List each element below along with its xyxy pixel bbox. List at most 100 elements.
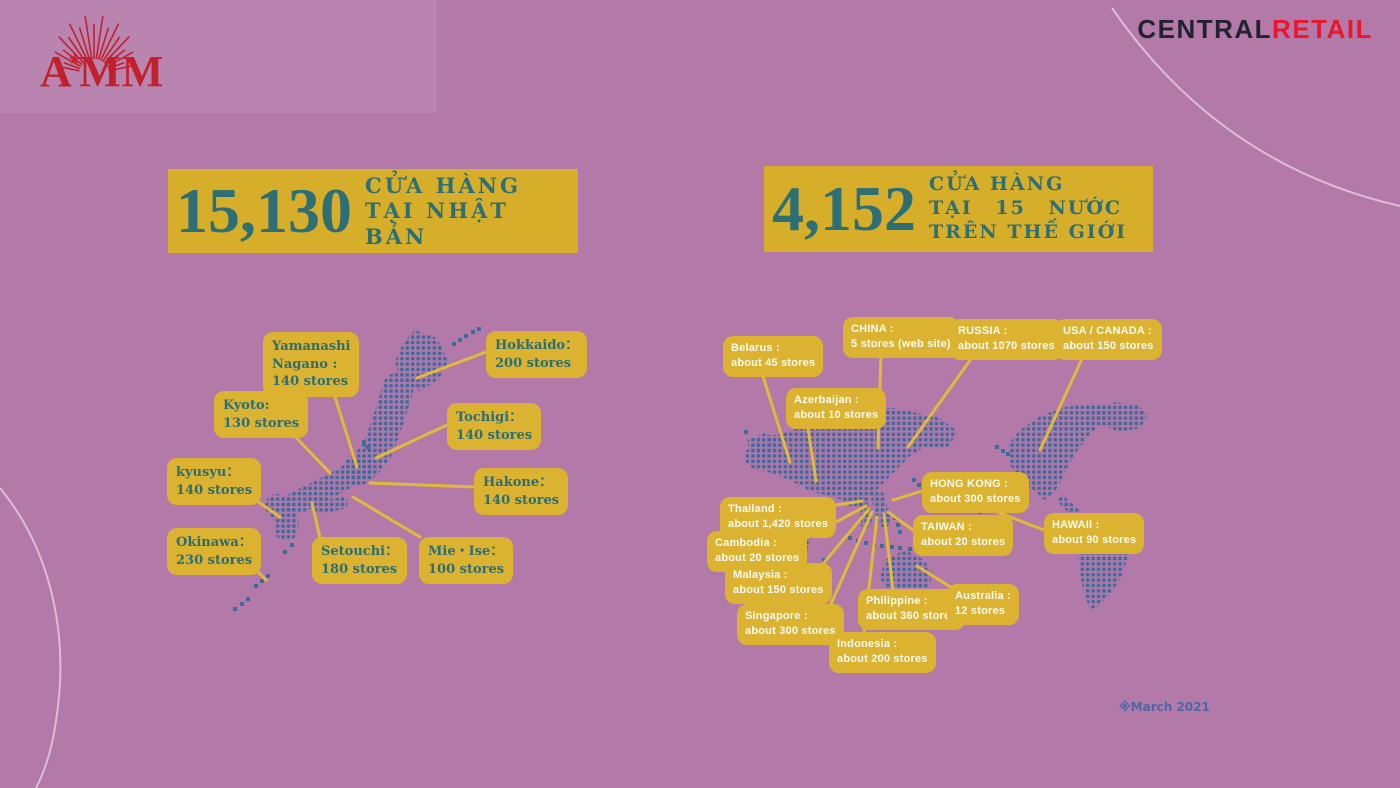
- amm-logo: A★MM: [40, 50, 164, 94]
- callout-line: about 10 stores: [794, 409, 879, 422]
- callout-line: Australia :: [955, 590, 1011, 602]
- callout-line: about 150 stores: [1063, 340, 1154, 353]
- japan-caption-line2: TẠI NHẬT BẢN: [365, 198, 510, 249]
- callout-line: Kyoto:: [223, 398, 270, 413]
- callout-indonesia: Indonesia : about 200 stores: [829, 632, 936, 673]
- world-store-count: 4,152: [772, 173, 916, 244]
- callout-line: 130 stores: [223, 415, 300, 431]
- world-banner-caption: CỬA HÀNG TẠI 15 NƯỚC TRÊN THẾ GIỚI: [929, 173, 1127, 244]
- sun-ray: [108, 65, 131, 72]
- callout-line: about 1,420 stores: [728, 518, 829, 531]
- amm-sunburst-icon: [54, 15, 134, 72]
- sun-ray: [63, 61, 81, 70]
- callout-australia: Australia : 12 stores: [947, 584, 1019, 625]
- japan-banner: 15,130 CỬA HÀNG TẠI NHẬT BẢN: [168, 169, 578, 253]
- sun-ray: [67, 36, 87, 63]
- callout-kyusyu: kyusyu： 140 stores: [167, 458, 262, 506]
- sun-ray: [54, 51, 82, 68]
- world-banner: 4,152 CỬA HÀNG TẠI 15 NƯỚC TRÊN THẾ GIỚI: [764, 166, 1153, 252]
- callout-line: 200 stores: [495, 355, 572, 371]
- callout-china: CHINA : 5 stores (web site): [843, 317, 959, 358]
- callout-setouchi: Setouchi： 180 stores: [312, 537, 408, 585]
- brand-central: CENTRAL: [1137, 14, 1273, 44]
- callout-taiwan: TAIWAN : about 20 stores: [913, 515, 1014, 556]
- callout-line: 230 stores: [176, 552, 253, 568]
- callout-line: Hakone：: [483, 475, 553, 490]
- callout-kyoto: Kyoto: 130 stores: [214, 391, 309, 439]
- callout-line: about 360 stores: [866, 610, 957, 623]
- sun-ray: [97, 27, 110, 60]
- callout-line: 140 stores: [456, 427, 533, 443]
- callout-russia: RUSSIA : about 1070 stores: [950, 319, 1063, 360]
- callout-hawaii: HAWAII : about 90 stores: [1044, 513, 1145, 554]
- brand-retail: RETAIL: [1272, 14, 1373, 44]
- callout-line: about 200 stores: [837, 653, 928, 666]
- japan-store-count: 15,130: [176, 175, 352, 246]
- sun-ray: [95, 15, 104, 60]
- amm-letters-mm: MM: [79, 47, 165, 96]
- sun-ray: [105, 49, 126, 66]
- callout-line: 12 stores: [955, 605, 1006, 618]
- callout-line: Philippine :: [866, 595, 928, 607]
- callout-line: CHINA :: [851, 323, 894, 335]
- callout-line: Indonesia :: [837, 638, 898, 650]
- callout-line: about 45 stores: [731, 357, 816, 370]
- callout-line: 5 stores (web site): [851, 338, 951, 351]
- sun-ray: [99, 23, 120, 61]
- world-caption-line1: CỬA HÀNG: [929, 173, 1065, 196]
- callout-azerbaijan: Azerbaijan : about 10 stores: [786, 388, 887, 429]
- callout-line: about 1070 stores: [958, 340, 1055, 353]
- callout-yamanashi: Yamanashi Nagano : 140 stores: [263, 332, 360, 397]
- callout-line: Mie・Ise：: [428, 544, 504, 559]
- sun-ray: [84, 15, 93, 60]
- central-retail-logo: CENTRALRETAIL: [1137, 14, 1373, 45]
- callout-philippine: Philippine : about 360 stores: [858, 589, 965, 630]
- callout-line: Nagano :: [272, 356, 338, 372]
- world-caption-line2: TẠI 15 NƯỚC: [929, 197, 1123, 220]
- callout-line: Belarus :: [731, 342, 780, 354]
- callout-line: 180 stores: [321, 561, 398, 577]
- callout-line: 140 stores: [272, 374, 349, 390]
- callout-line: 100 stores: [428, 561, 505, 577]
- callout-line: about 300 stores: [745, 625, 836, 638]
- sun-ray: [106, 51, 134, 68]
- sun-ray: [107, 61, 125, 70]
- callout-line: about 20 stores: [921, 536, 1006, 549]
- callout-singapore: Singapore : about 300 stores: [737, 604, 844, 645]
- callout-line: Setouchi：: [321, 544, 399, 559]
- callout-line: Malaysia :: [733, 569, 788, 581]
- callout-line: kyusyu：: [176, 465, 240, 480]
- japan-banner-caption: CỬA HÀNG TẠI NHẬT BẢN: [365, 173, 578, 249]
- callout-usa-canada: USA / CANADA : about 150 stores: [1055, 319, 1162, 360]
- star-icon: ★: [67, 50, 83, 68]
- callout-hong-kong: HONG KONG : about 300 stores: [922, 472, 1029, 513]
- callout-line: about 20 stores: [715, 552, 800, 565]
- callout-line: HAWAII :: [1052, 519, 1100, 531]
- japan-caption-line1: CỬA HÀNG: [365, 173, 521, 199]
- callout-hakone: Hakone： 140 stores: [474, 468, 569, 516]
- callout-line: USA / CANADA :: [1063, 325, 1152, 337]
- callout-belarus: Belarus : about 45 stores: [723, 336, 824, 377]
- callout-tochigi: Tochigi： 140 stores: [447, 403, 542, 451]
- amm-letter-a: A: [40, 47, 73, 96]
- callout-line: Tochigi：: [456, 410, 523, 425]
- date-note: ※March 2021: [1119, 700, 1210, 714]
- sun-ray: [78, 27, 91, 60]
- callout-line: 140 stores: [483, 492, 560, 508]
- callout-line: about 150 stores: [733, 584, 824, 597]
- callout-line: Yamanashi: [272, 339, 351, 354]
- callout-mie-ise: Mie・Ise： 100 stores: [419, 537, 514, 585]
- callout-line: about 90 stores: [1052, 534, 1137, 547]
- sun-ray: [57, 65, 80, 72]
- callout-line: Thailand :: [728, 503, 782, 515]
- callout-line: Azerbaijan :: [794, 394, 859, 406]
- sun-ray: [101, 36, 121, 63]
- callout-hokkaido: Hokkaido： 200 stores: [486, 331, 588, 379]
- callout-line: Singapore :: [745, 610, 808, 622]
- sun-ray: [58, 36, 85, 64]
- sun-ray: [68, 23, 89, 61]
- callout-line: Cambodia :: [715, 537, 777, 549]
- callout-line: HONG KONG :: [930, 478, 1008, 490]
- callout-okinawa: Okinawa： 230 stores: [167, 528, 262, 576]
